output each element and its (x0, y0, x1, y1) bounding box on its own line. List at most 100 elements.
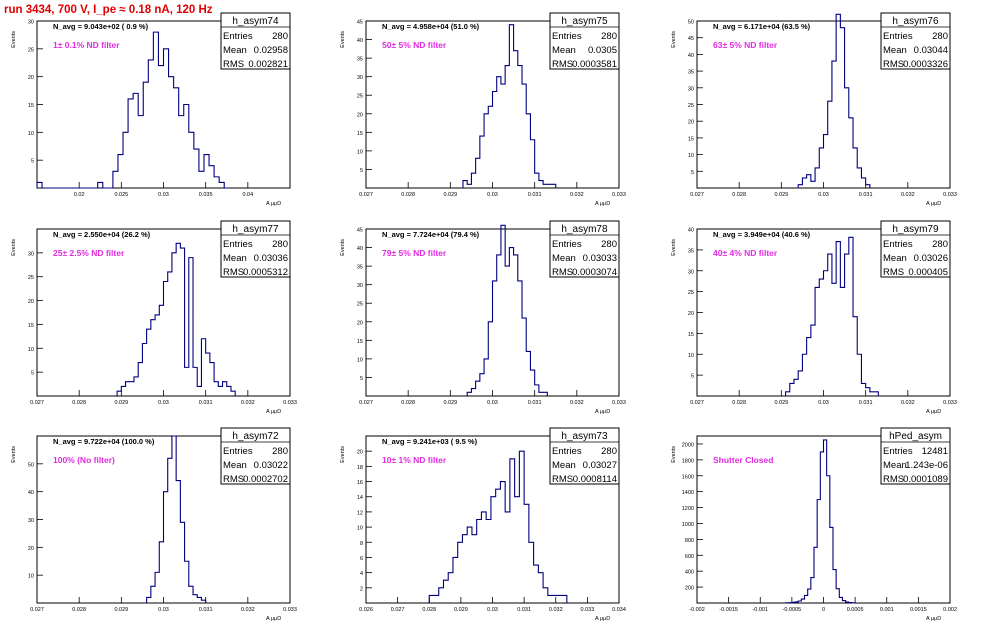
x-tick-label: 0.027 (690, 192, 704, 198)
histogram-name: h_asym75 (561, 16, 608, 27)
x-tick-label: 0.033 (283, 607, 297, 613)
y-tick-label: 30 (28, 20, 34, 26)
stats-label: Entries (552, 31, 582, 42)
navg-label: N_avg = 9.043e+02 ( 0.9 %) (53, 22, 149, 31)
stats-value: 0.0008114 (573, 474, 617, 485)
x-tick-label: 0.0005 (847, 607, 864, 613)
x-tick-label: 0.031 (859, 192, 873, 198)
stats-label: Mean (883, 45, 907, 56)
x-tick-label: 0.032 (901, 192, 915, 198)
y-tick-label: 12 (357, 510, 363, 516)
stats-box (220, 12, 291, 70)
x-tick-label: 0.027 (391, 607, 405, 613)
y-tick-label: 30 (28, 518, 34, 524)
histogram-pad-h_asym77: 5 10 15 20 25 30 0.027 0.028 0.029 0.03 0.031 0.032… (11, 220, 297, 415)
histogram-name: h_asym72 (232, 431, 279, 442)
stats-label: Entries (883, 446, 913, 457)
x-tick-label: 0.033 (943, 400, 957, 406)
y-tick-label: 8 (360, 541, 363, 547)
stats-value: 0.03027 (583, 460, 617, 471)
filter-label: 79± 5% ND filter (382, 248, 447, 258)
x-tick-label: 0.027 (359, 192, 373, 198)
histogram-pad-h_asym72: 10 20 30 40 50 0.027 0.028 0.029 0.03 0.031 0.032 0… (11, 427, 297, 622)
histogram-line (466, 224, 548, 396)
stats-label: Entries (552, 239, 582, 250)
histogram-line (785, 236, 879, 396)
filter-label: 25± 2.5% ND filter (53, 248, 125, 258)
x-tick-label: 0.034 (612, 607, 626, 613)
x-tick-label: 0.001 (880, 607, 894, 613)
y-axis-title: Events (11, 31, 17, 48)
y-tick-label: 15 (28, 323, 34, 329)
x-tick-label: 0.031 (859, 400, 873, 406)
histogram-name: h_asym77 (232, 224, 279, 235)
stats-box (549, 12, 620, 70)
y-tick-label: 5 (360, 376, 363, 382)
y-tick-label: 10 (688, 353, 694, 359)
x-tick-label: -0.0015 (719, 607, 738, 613)
y-tick-label: 2 (360, 586, 363, 592)
x-tick-label: 0.029 (774, 192, 788, 198)
y-tick-label: 20 (688, 311, 694, 317)
histogram-name: h_asym78 (561, 224, 608, 235)
stats-label: Entries (552, 446, 582, 457)
x-tick-label: 0.029 (454, 607, 468, 613)
x-tick-label: 0.032 (901, 400, 915, 406)
x-tick-label: 0.03 (158, 400, 169, 406)
histogram-line (116, 242, 236, 396)
x-tick-label: 0.03 (158, 192, 169, 198)
y-tick-label: 25 (688, 290, 694, 296)
y-tick-label: 1600 (682, 474, 694, 480)
stats-label: Mean (883, 253, 907, 264)
stats-label: Entries (883, 31, 913, 42)
y-tick-label: 600 (685, 554, 694, 560)
y-tick-label: 10 (28, 574, 34, 580)
stats-label: Mean (552, 460, 576, 471)
stats-value: 0.0003074 (572, 267, 617, 278)
x-axis-title: A μμD (926, 616, 941, 622)
stats-label: Mean (552, 253, 576, 264)
y-tick-label: 15 (357, 339, 363, 345)
x-tick-label: 0.028 (72, 607, 86, 613)
x-tick-label: 0.02 (74, 192, 85, 198)
stats-label: RMS (223, 267, 244, 278)
stats-label: Mean (223, 253, 247, 264)
histogram-pad-hPed_asym: 200 400 600 800 1000 1200 1400 1600 1800 2000 -0.0… (671, 427, 957, 622)
y-tick-label: 40 (357, 38, 363, 44)
stats-box (549, 220, 620, 278)
x-tick-label: 0.031 (199, 400, 213, 406)
stats-label: Entries (223, 239, 253, 250)
x-tick-label: 0.032 (241, 400, 255, 406)
x-tick-label: 0.033 (580, 607, 594, 613)
y-tick-label: 35 (357, 57, 363, 63)
filter-label: 1± 0.1% ND filter (53, 40, 120, 50)
x-tick-label: 0.029 (114, 400, 128, 406)
histogram-line (36, 31, 230, 189)
y-tick-label: 30 (357, 283, 363, 289)
stats-label: Entries (223, 446, 253, 457)
stats-box (880, 220, 951, 278)
stats-label: Mean (223, 460, 247, 471)
y-tick-label: 6 (360, 556, 363, 562)
run-title: run 3434, 700 V, I_pe ≈ 0.18 nA, 120 Hz (4, 4, 213, 16)
filter-label: Shutter Closed (713, 455, 773, 465)
x-tick-label: -0.001 (752, 607, 768, 613)
y-tick-label: 18 (357, 465, 363, 471)
x-tick-label: 0.0015 (910, 607, 927, 613)
stats-value: 0.002821 (248, 59, 288, 70)
stats-value: 0.03022 (254, 460, 288, 471)
x-tick-label: 0.03 (487, 607, 498, 613)
stats-label: RMS (223, 59, 244, 70)
stats-label: Mean (223, 45, 247, 56)
stats-value: 280 (601, 446, 617, 457)
y-tick-label: 15 (28, 103, 34, 109)
navg-label: N_avg = 6.171e+04 (63.5 %) (713, 22, 811, 31)
stats-label: Entries (223, 31, 253, 42)
histogram-pad-h_asym74: 5 10 15 20 25 30 0.02 0.025 0.03 0.035 0.04 Events A… (11, 12, 291, 207)
x-axis-title: A μμD (595, 201, 610, 207)
histogram-pad-h_asym73: 2 4 6 8 10 12 14 16 18 20 0.026 0.027 0.028 0.029 0.03… (340, 427, 626, 622)
stats-value: 0.0003581 (572, 59, 617, 70)
y-tick-label: 20 (688, 120, 694, 126)
histogram-pad-h_asym78: 5 10 15 20 25 30 35 40 45 0.027 0.028 0.029 0.03 0.03… (340, 220, 626, 415)
